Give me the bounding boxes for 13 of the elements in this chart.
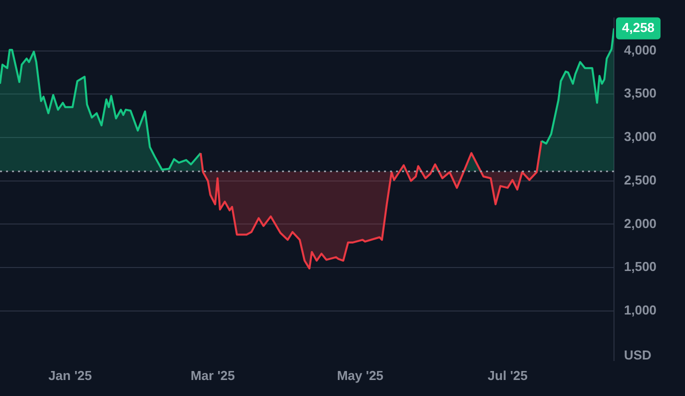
y-tick-label: 1,000 [624,302,657,318]
y-tick-label: 1,500 [624,259,657,274]
y-tick-label: 2,000 [624,216,657,231]
x-tick-label: May '25 [336,368,384,383]
y-tick-label: 3,500 [624,86,657,101]
x-tick-label: Jan '25 [48,368,92,383]
x-tick-label: Mar '25 [190,368,235,383]
annotation: 4,258 [622,20,655,35]
y-tick-label: 3,000 [624,129,657,144]
y-axis-title: USD [624,347,652,362]
y-tick-label: 4,000 [624,42,657,58]
y-tick-label: 2,500 [624,172,657,188]
x-tick-label: Jul '25 [488,368,528,383]
